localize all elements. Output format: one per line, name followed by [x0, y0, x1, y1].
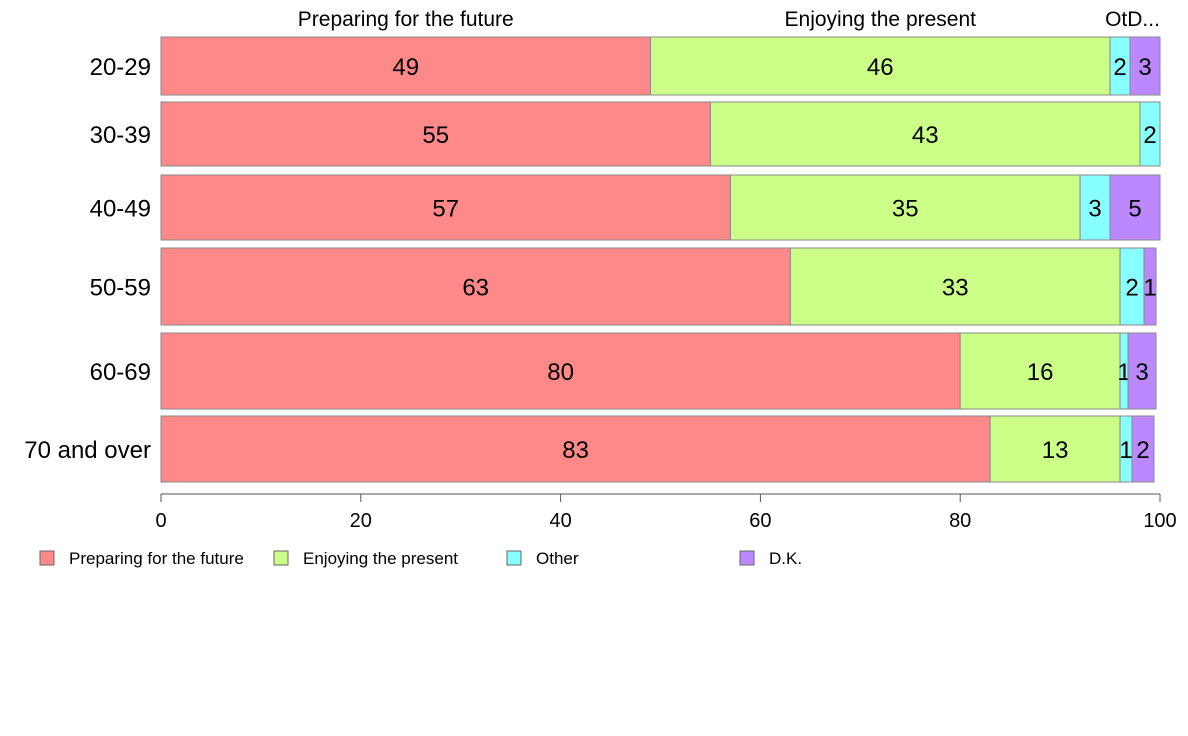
- segment-label-2-3: 5: [1128, 196, 1141, 223]
- bar-segment-3-3: [1143, 247, 1157, 326]
- legend-swatch-0: [39, 550, 55, 566]
- legend-label-2: Other: [536, 549, 579, 568]
- bar-segment-0-1: [650, 36, 1111, 96]
- bar-segment-2-1: [729, 174, 1081, 241]
- segment-label-0-3: 3: [1138, 54, 1151, 81]
- bar-segment-1-2: [1139, 101, 1161, 167]
- category-labels: 20-29 30-39 40-49 50-59 60-69 70 and over: [24, 54, 151, 464]
- bar-segment-2-0: [160, 174, 731, 241]
- legend-label-0: Preparing for the future: [69, 549, 244, 568]
- segment-label-1-1: 43: [912, 122, 939, 149]
- segment-label-4-2: 1: [1117, 359, 1130, 386]
- x-tick-label-2: 40: [549, 510, 571, 532]
- x-tick-label-0: 0: [155, 510, 166, 532]
- legend: Preparing for the future Enjoying the pre…: [39, 549, 802, 568]
- legend-label-1: Enjoying the present: [303, 549, 458, 568]
- segment-label-3-2: 2: [1125, 275, 1138, 302]
- segment-label-0-0: 49: [392, 54, 419, 81]
- x-axis: 0 20 40 60 80 100: [155, 493, 1177, 532]
- segment-label-1-0: 55: [422, 122, 449, 149]
- top-label-1: Enjoying the present: [785, 8, 977, 31]
- category-label-4: 60-69: [90, 359, 151, 386]
- legend-swatch-2: [506, 550, 522, 566]
- segment-label-2-2: 3: [1088, 196, 1101, 223]
- bar-segment-4-3: [1127, 332, 1157, 410]
- legend-swatch-1: [273, 550, 289, 566]
- bar-segment-2-2: [1079, 174, 1111, 241]
- segment-label-2-0: 57: [432, 196, 459, 223]
- category-label-5: 70 and over: [24, 437, 151, 464]
- legend-swatch-3: [739, 550, 755, 566]
- x-tick-label-4: 80: [949, 510, 971, 532]
- segment-label-5-2: 1: [1119, 437, 1132, 464]
- segment-label-4-3: 3: [1135, 359, 1148, 386]
- bar-segment-5-3: [1131, 415, 1155, 483]
- segment-label-5-0: 83: [562, 437, 589, 464]
- bar-segment-5-1: [989, 415, 1121, 483]
- segment-label-1-2: 2: [1143, 122, 1156, 149]
- bar-segment-5-0: [160, 415, 991, 483]
- category-label-3: 50-59: [90, 275, 151, 302]
- x-tick-label-3: 60: [749, 510, 771, 532]
- top-label-2: OtD...: [1105, 8, 1160, 31]
- segment-label-4-0: 80: [547, 359, 574, 386]
- bar-segment-4-1: [959, 332, 1121, 410]
- category-label-1: 30-39: [90, 122, 151, 149]
- segment-label-5-1: 13: [1042, 437, 1069, 464]
- category-label-2: 40-49: [90, 196, 151, 223]
- bar-segment-4-0: [160, 332, 961, 410]
- segment-label-0-2: 2: [1113, 54, 1126, 81]
- bar-segment-0-0: [160, 36, 652, 96]
- legend-label-3: D.K.: [769, 549, 802, 568]
- segment-label-3-1: 33: [942, 275, 969, 302]
- bar-segment-3-1: [789, 247, 1121, 326]
- category-label-0: 20-29: [90, 54, 151, 81]
- bar-segment-3-0: [160, 247, 791, 326]
- top-label-0: Preparing for the future: [298, 8, 514, 31]
- segment-label-4-1: 16: [1027, 359, 1054, 386]
- bar-segment-1-1: [709, 101, 1141, 167]
- top-labels: Preparing for the future Enjoying the pre…: [298, 8, 1160, 31]
- bar-segment-1-0: [160, 101, 711, 167]
- segment-label-2-1: 35: [892, 196, 919, 223]
- x-tick-label-5: 100: [1143, 510, 1176, 532]
- x-tick-label-1: 20: [350, 510, 372, 532]
- segment-label-0-1: 46: [867, 54, 894, 81]
- bar-segment-0-3: [1129, 36, 1161, 96]
- bars: 49 46 2 355 43 257 35 3 563 33 2 180 16 1 383 13 1 2: [160, 36, 1161, 483]
- segment-label-3-0: 63: [462, 275, 489, 302]
- segment-label-5-3: 2: [1136, 437, 1149, 464]
- segment-label-3-3: 1: [1143, 275, 1156, 302]
- bar-segment-2-3: [1109, 174, 1161, 241]
